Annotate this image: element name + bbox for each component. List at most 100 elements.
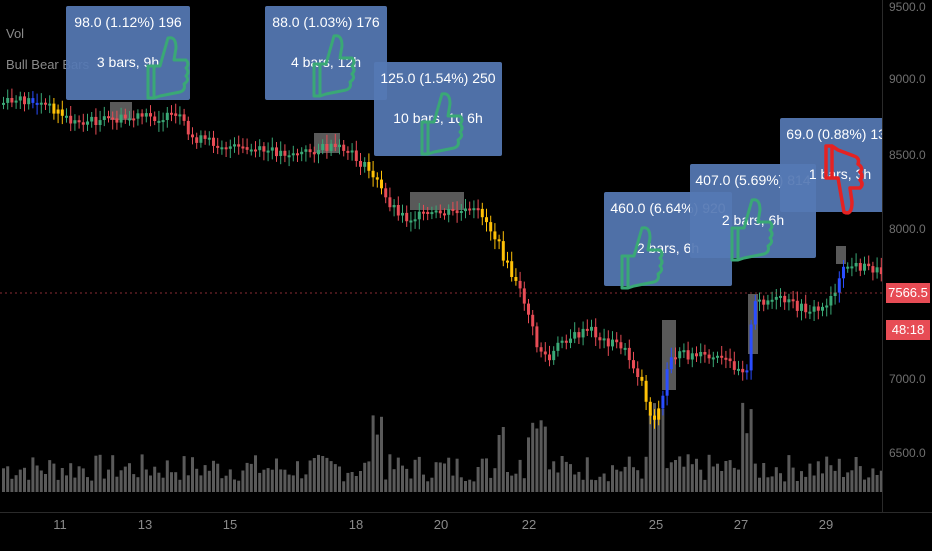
volume-bar <box>644 456 648 492</box>
volume-bar <box>648 413 652 492</box>
candle-body <box>455 210 459 214</box>
candle-body <box>342 144 346 151</box>
candle-body <box>795 300 799 311</box>
candle-body <box>812 306 816 312</box>
candle-body <box>409 220 413 223</box>
volume-bar <box>615 469 619 492</box>
volume-bar <box>69 463 73 492</box>
candle-body <box>485 217 488 223</box>
candle-body <box>737 368 740 371</box>
annotation-box-3[interactable]: 125.0 (1.54%) 250 10 bars, 1d 6h <box>374 62 502 156</box>
candle-body <box>86 121 89 125</box>
volume-bar <box>468 479 472 492</box>
volume-bar <box>308 460 312 492</box>
volume-bar <box>665 468 669 492</box>
volume-bar <box>594 480 598 492</box>
candle-body <box>392 205 396 208</box>
candle-body <box>808 311 812 314</box>
candle-body <box>77 120 81 123</box>
volume-bar <box>422 474 425 492</box>
candle-body <box>661 395 665 409</box>
candle-body <box>699 352 703 357</box>
volume-bar <box>203 465 207 492</box>
volume-bar <box>375 434 379 492</box>
volume-bar <box>346 472 350 492</box>
candle-body <box>207 137 211 140</box>
annotation-box-1[interactable]: 98.0 (1.12%) 196 3 bars, 9h <box>66 6 190 100</box>
candle-body <box>846 266 850 269</box>
candle-body <box>157 120 161 123</box>
chart-area[interactable]: Vol Bull Bear Bars 98.0 (1.12%) 196 3 ba… <box>0 0 882 512</box>
candle-body <box>879 267 882 275</box>
candle-body <box>317 150 320 155</box>
candle-body <box>81 122 85 125</box>
volume-bar <box>779 473 782 492</box>
volume-bar <box>753 463 757 492</box>
volume-bar <box>539 420 543 492</box>
candle-body <box>728 358 732 362</box>
volume-bar <box>497 435 501 492</box>
candle-body <box>304 149 308 152</box>
candle-body <box>132 118 136 121</box>
candle-body <box>287 155 291 158</box>
date-tick: 18 <box>348 517 364 532</box>
candle-body <box>170 112 173 115</box>
candle-body <box>308 149 312 153</box>
candle-body <box>829 296 833 306</box>
volume-bar <box>52 463 56 492</box>
date-tick: 22 <box>521 517 537 532</box>
volume-bar <box>724 461 728 492</box>
volume-bar <box>136 477 140 492</box>
candle-body <box>115 118 119 123</box>
volume-bar <box>296 461 299 492</box>
volume-bar <box>506 472 509 492</box>
candle-body <box>514 277 518 281</box>
time-axis[interactable]: 11 13 15 18 20 22 25 27 29 <box>0 512 932 551</box>
candle-body <box>65 115 68 118</box>
volume-bar <box>737 469 740 492</box>
volume-bar <box>804 476 808 492</box>
volume-bar <box>808 463 812 492</box>
candle-body <box>585 328 589 331</box>
candle-body <box>510 261 514 277</box>
volume-bar <box>262 469 266 492</box>
volume-bar <box>128 463 131 492</box>
candle-body <box>245 147 249 150</box>
candle-body <box>153 116 157 121</box>
candle-body <box>102 116 106 120</box>
candle-body <box>31 98 35 103</box>
volume-bar <box>619 471 623 492</box>
volume-bar <box>191 457 194 492</box>
date-tick: 11 <box>53 517 67 532</box>
candle-body <box>388 197 392 208</box>
candle-body <box>60 109 64 116</box>
volume-bar <box>409 478 413 492</box>
volume-bar <box>291 475 295 492</box>
candle-body <box>665 369 669 396</box>
volume-bar <box>224 475 228 492</box>
candle-body <box>644 380 648 402</box>
candle-body <box>371 170 375 178</box>
volume-bar <box>249 463 253 492</box>
candle-body <box>535 326 539 348</box>
volume-bar <box>791 467 795 492</box>
candle-body <box>716 355 719 358</box>
annotation-box-2[interactable]: 88.0 (1.03%) 176 4 bars, 12h <box>265 6 387 100</box>
candle-body <box>779 295 782 298</box>
candle-body <box>476 208 480 211</box>
volume-bar <box>632 467 635 492</box>
volume-bar <box>858 466 862 492</box>
volume-bar <box>564 461 568 492</box>
candle-body <box>619 342 623 349</box>
volume-bar <box>90 480 94 492</box>
candle-body <box>854 263 858 267</box>
candle-body <box>254 149 257 152</box>
price-chart[interactable] <box>0 0 882 512</box>
price-axis[interactable]: 9500.0 9000.0 8500.0 8000.0 7500.0 7000.… <box>882 0 932 512</box>
candle-body <box>23 96 26 105</box>
candle-body <box>283 150 287 156</box>
volume-bar <box>413 459 417 492</box>
candle-body <box>161 120 165 123</box>
candle-body <box>338 144 341 148</box>
volume-bar <box>359 471 362 492</box>
